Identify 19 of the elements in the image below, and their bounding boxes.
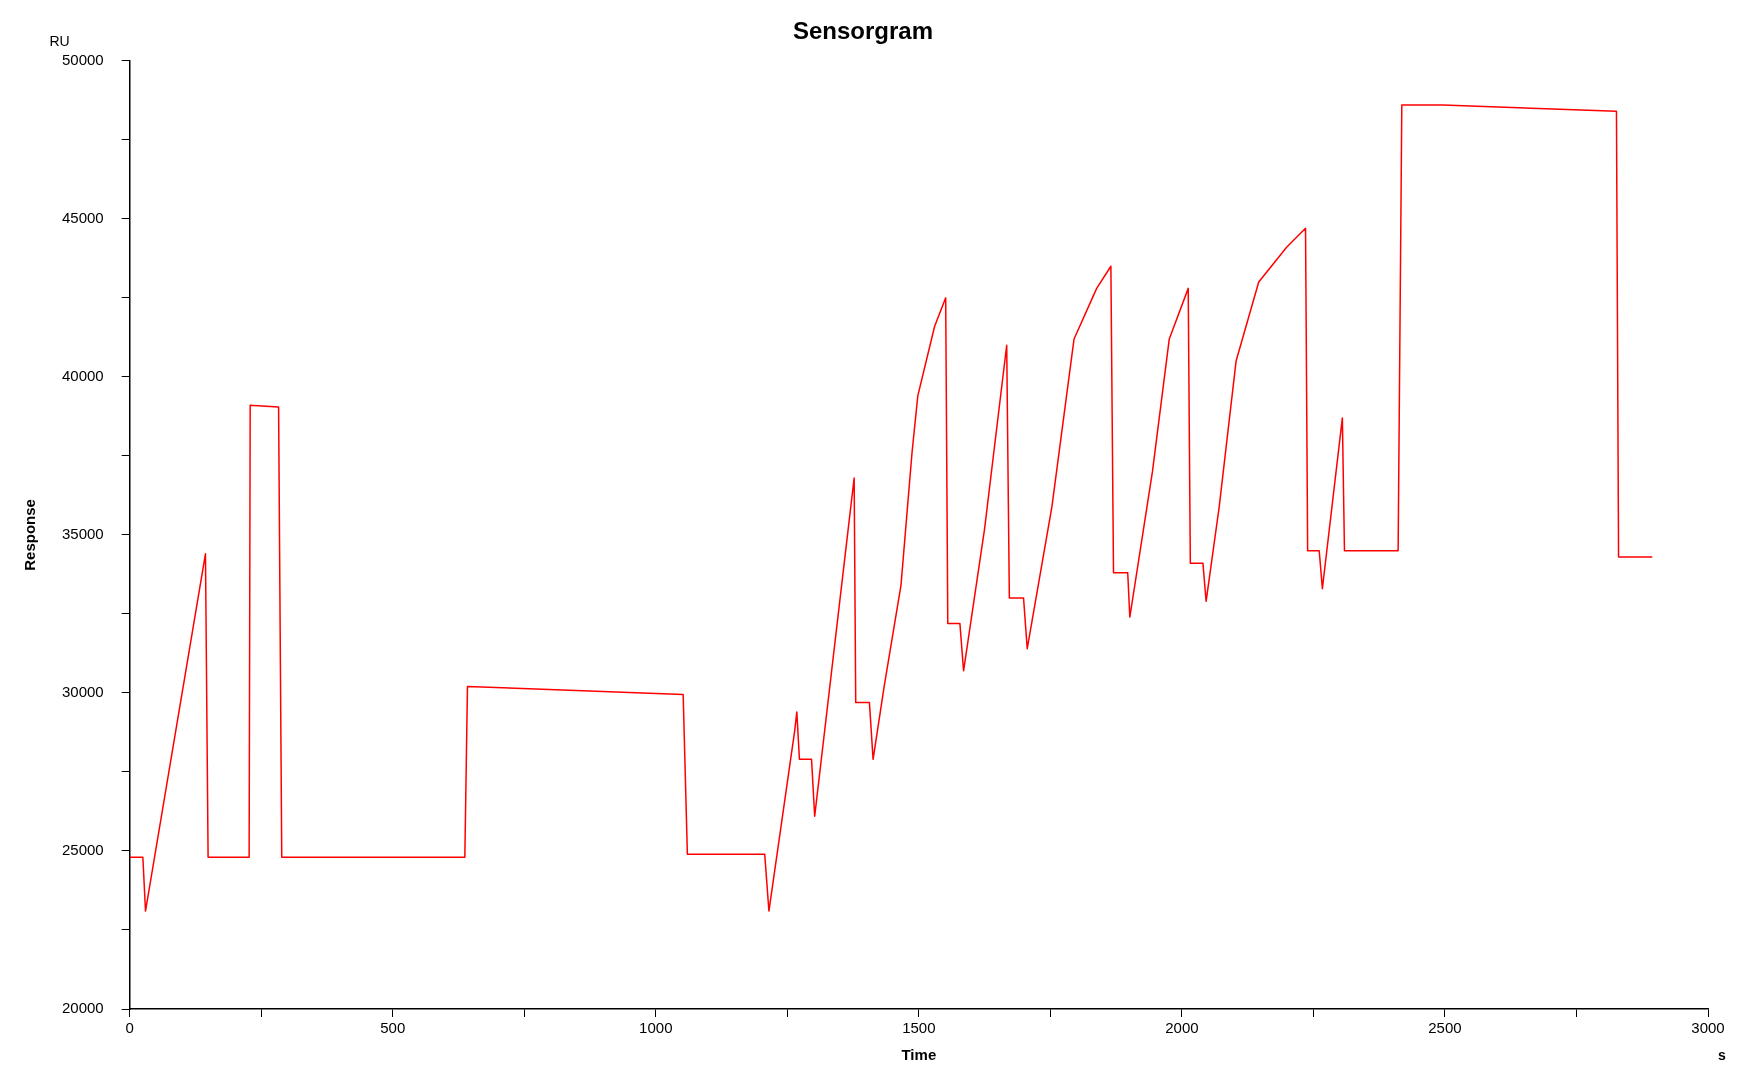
x-tick-label: 1000 <box>639 1019 673 1037</box>
y-tick-label: 30000 <box>61 683 104 701</box>
text: s <box>1718 1046 1726 1063</box>
x-axis-title: Time <box>901 1046 937 1064</box>
text: RU <box>49 32 70 49</box>
y-tick-label: 25000 <box>61 841 104 859</box>
x-tick-label: 1500 <box>902 1019 936 1037</box>
x-tick-label: 2000 <box>1165 1019 1199 1037</box>
x-tick-label: 0 <box>125 1019 134 1037</box>
x-tick-label: 2500 <box>1428 1019 1462 1037</box>
y-tick-label: 50000 <box>61 50 104 68</box>
y-axis-title: Response <box>21 499 39 571</box>
y-tick-label: 40000 <box>61 367 104 385</box>
x-tick-label: 3000 <box>1691 1019 1725 1037</box>
x-tick-label: 500 <box>380 1019 406 1037</box>
y-tick-label: 20000 <box>61 999 104 1017</box>
chart-title: Sensorgram <box>792 17 934 45</box>
y-tick-label: 35000 <box>61 525 104 543</box>
y-tick-label: 45000 <box>61 208 104 226</box>
